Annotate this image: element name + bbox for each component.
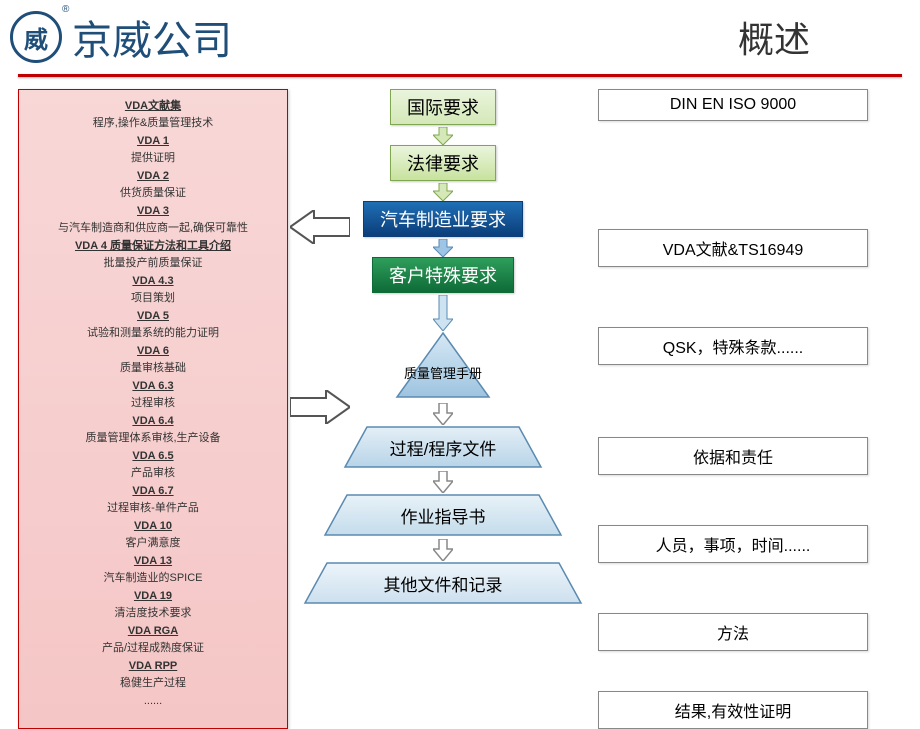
right-box-method: 方法: [598, 613, 868, 651]
vda-item-title: VDA RPP: [25, 658, 281, 675]
down-arrow-icon: [433, 183, 453, 201]
vda-item-title: VDA 10: [25, 518, 281, 535]
vda-item-title: VDA 3: [25, 203, 281, 220]
vda-item-title: VDA 6.5: [25, 448, 281, 465]
vda-item-title: VDA文献集: [25, 98, 281, 115]
vda-item-title: VDA 19: [25, 588, 281, 605]
registered-mark: ®: [62, 4, 69, 15]
vda-item-title: VDA 1: [25, 133, 281, 150]
right-box-people: 人员，事项，时间......: [598, 525, 868, 563]
vda-item-desc: 质量管理体系审核,生产设备: [25, 430, 281, 447]
vda-item-desc: 批量投产前质量保证: [25, 255, 281, 272]
down-arrow-icon: [433, 539, 453, 561]
pyramid-top-label: 质量管理手册: [404, 366, 482, 382]
vda-item-title: VDA 6.3: [25, 378, 281, 395]
vda-item-desc: 质量审核基础: [25, 360, 281, 377]
vda-item-desc: 客户满意度: [25, 535, 281, 552]
vda-item-title: VDA RGA: [25, 623, 281, 640]
company-name: 京威公司: [72, 8, 232, 66]
logo-icon: 威: [10, 11, 62, 63]
flow-box-international: 国际要求: [390, 89, 496, 125]
down-arrow-icon: [433, 239, 453, 257]
vda-item-desc: 项目策划: [25, 290, 281, 307]
vda-item-desc: 过程审核-单件产品: [25, 500, 281, 517]
flow-box-auto: 汽车制造业要求: [363, 201, 523, 237]
vda-item-desc: 与汽车制造商和供应商一起,确保可靠性: [25, 220, 281, 237]
vda-item-desc: 试验和测量系统的能力证明: [25, 325, 281, 342]
pyramid-level-3: 作业指导书: [323, 493, 563, 537]
right-arrow-icon: [290, 390, 350, 424]
right-box-vda: VDA文献&TS16949: [598, 229, 868, 267]
vda-item-desc: 过程审核: [25, 395, 281, 412]
vda-item-title: VDA 4.3: [25, 273, 281, 290]
page-title: 概述: [738, 11, 810, 63]
pyramid-level-4: 其他文件和记录: [303, 561, 583, 605]
vda-item-title: VDA 13: [25, 553, 281, 570]
vda-item-desc: 清洁度技术要求: [25, 605, 281, 622]
vda-item-title: VDA 6.7: [25, 483, 281, 500]
pyramid-top: 质量管理手册: [393, 331, 493, 399]
vda-item-desc: 提供证明: [25, 150, 281, 167]
content-area: VDA文献集程序,操作&质量管理技术VDA 1提供证明VDA 2供货质量保证VD…: [0, 89, 920, 729]
down-arrow-icon: [433, 403, 453, 425]
right-box-result: 结果,有效性证明: [598, 691, 868, 729]
vda-item-title: VDA 2: [25, 168, 281, 185]
vda-item-desc: 产品审核: [25, 465, 281, 482]
right-column: DIN EN ISO 9000 VDA文献&TS16949 QSK，特殊条款..…: [598, 89, 868, 729]
pyramid-level-3-label: 作业指导书: [401, 503, 486, 528]
pyramid-level-2-label: 过程/程序文件: [390, 435, 497, 460]
vda-item-title: VDA 6: [25, 343, 281, 360]
right-box-qsk: QSK，特殊条款......: [598, 327, 868, 365]
divider-line: [18, 74, 902, 77]
down-arrow-icon: [433, 295, 453, 331]
down-arrow-icon: [433, 471, 453, 493]
down-arrow-icon: [433, 127, 453, 145]
vda-item-desc: 供货质量保证: [25, 185, 281, 202]
pyramid-level-2: 过程/程序文件: [343, 425, 543, 469]
flow-box-customer: 客户特殊要求: [372, 257, 514, 293]
vda-item-title: VDA 4 质量保证方法和工具介绍: [25, 238, 281, 255]
vda-item-desc: 程序,操作&质量管理技术: [25, 115, 281, 132]
right-box-basis: 依据和责任: [598, 437, 868, 475]
pyramid-level-4-label: 其他文件和记录: [384, 571, 503, 596]
vda-item-desc: 稳健生产过程: [25, 675, 281, 692]
header: 威 ® 京威公司 概述: [0, 0, 920, 74]
vda-list-box: VDA文献集程序,操作&质量管理技术VDA 1提供证明VDA 2供货质量保证VD…: [18, 89, 288, 729]
vda-item-desc: ......: [25, 693, 281, 710]
vda-item-title: VDA 6.4: [25, 413, 281, 430]
vda-item-desc: 产品/过程成熟度保证: [25, 640, 281, 657]
flow-box-legal: 法律要求: [390, 145, 496, 181]
vda-item-title: VDA 5: [25, 308, 281, 325]
vda-item-desc: 汽车制造业的SPICE: [25, 570, 281, 587]
right-box-iso: DIN EN ISO 9000: [598, 89, 868, 121]
left-arrow-icon: [290, 210, 350, 244]
